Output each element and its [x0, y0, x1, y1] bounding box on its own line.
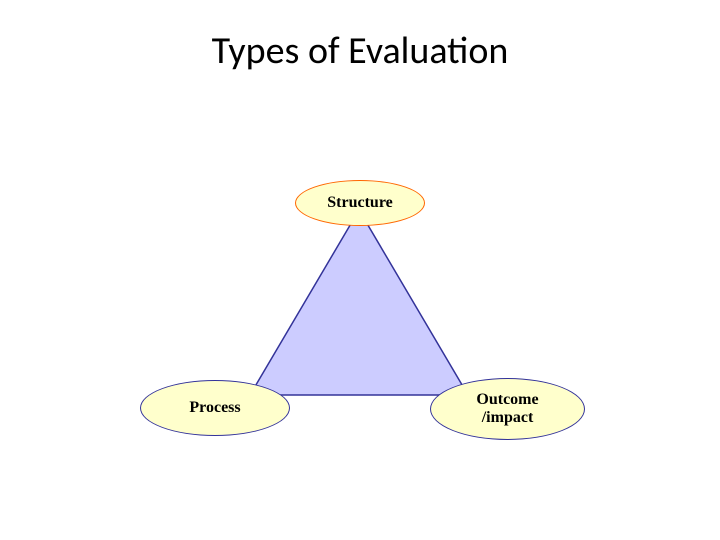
node-structure-label: Structure	[327, 194, 392, 212]
node-structure: Structure	[295, 180, 425, 226]
node-outcome: Outcome /impact	[430, 378, 585, 440]
center-triangle	[250, 210, 468, 395]
node-outcome-label: Outcome /impact	[476, 391, 538, 426]
node-process: Process	[140, 380, 290, 436]
node-process-label: Process	[189, 399, 240, 417]
diagram-stage: Structure Process Outcome /impact	[0, 0, 720, 540]
triangle-svg	[0, 0, 720, 540]
